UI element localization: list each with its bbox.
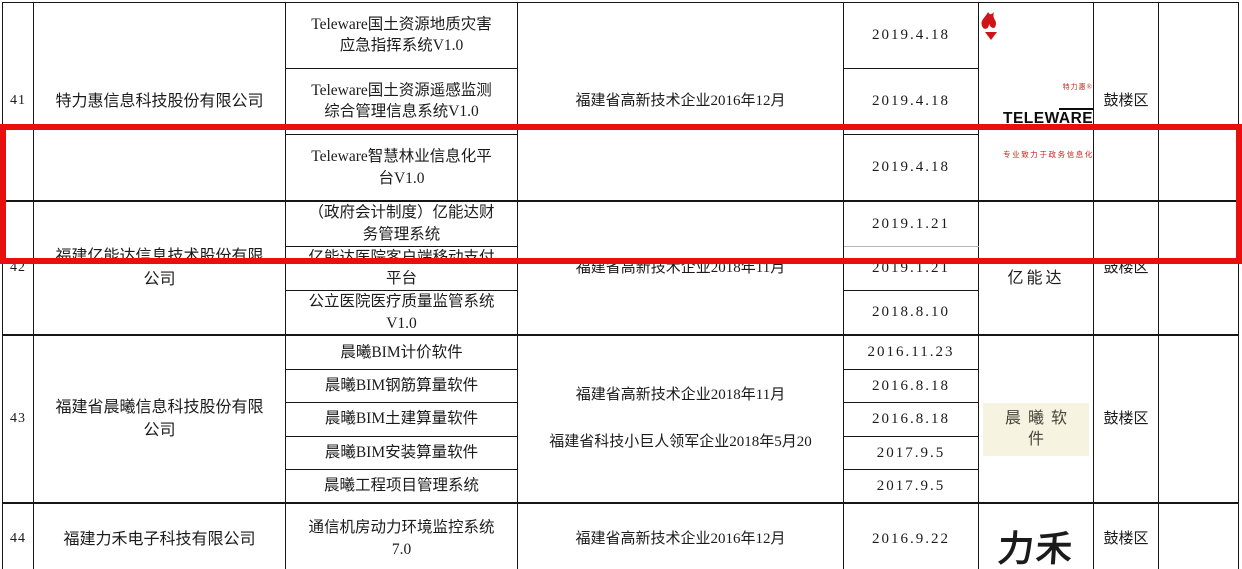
product-cell: 晨曦BIM计价软件 bbox=[285, 334, 518, 370]
date-cell: 2016.9.22 bbox=[843, 502, 979, 569]
product-cell: 通信机房动力环境监控系统 7.0 bbox=[285, 502, 518, 569]
chenxi-logo-badge: 晨曦软件 bbox=[983, 402, 1089, 456]
table-row: 44 福建力禾电子科技有限公司 通信机房动力环境监控系统 7.0 福建省高新技术… bbox=[2, 502, 1239, 569]
date-cell: 2019.4.18 bbox=[843, 2, 979, 69]
empty-cell bbox=[1158, 334, 1239, 504]
row-number-cell: 42 bbox=[2, 200, 34, 336]
product-cell: （政府会计制度）亿能达财 务管理系统 bbox=[285, 200, 518, 247]
teleware-wordmark: TELEWARE bbox=[1003, 108, 1094, 128]
table-subrow: 亿能达医院客户端移动支付 平台 2019.1.21 bbox=[3, 245, 1239, 291]
company-cell: 福建力禾电子科技有限公司 bbox=[33, 502, 286, 569]
empty-cell bbox=[1158, 200, 1239, 336]
certification-cell: 福建省高新技术企业2016年12月 bbox=[517, 502, 844, 569]
empty-cell bbox=[1158, 502, 1239, 569]
district-cell: 鼓楼区 bbox=[1093, 502, 1159, 569]
table-subrow: 晨曦BIM土建算量软件 2016.8.18 bbox=[3, 401, 1239, 437]
table-subrow: 晨曦工程项目管理系统 2017.9.5 bbox=[3, 468, 1239, 504]
date-cell: 2016.8.18 bbox=[843, 368, 979, 403]
row-number-cell: 43 bbox=[2, 334, 34, 504]
company-cell: 福建省晨曦信息科技股份有限 公司 bbox=[33, 334, 286, 504]
date-cell: 2017.9.5 bbox=[843, 468, 979, 504]
product-cell: 晨曦BIM钢筋算量软件 bbox=[285, 368, 518, 403]
certification-cell: 福建省高新技术企业2016年12月 bbox=[517, 2, 844, 202]
certification-line: 福建省高新技术企业2018年11月 bbox=[575, 387, 786, 404]
teleware-logo: 特力惠® TELEWARE 专业致力于政务信息化服务 bbox=[981, 12, 1094, 200]
row-number-cell: 44 bbox=[2, 502, 34, 569]
date-cell: 2018.8.10 bbox=[843, 289, 979, 336]
district-cell: 鼓楼区 bbox=[1093, 200, 1159, 336]
date-cell: 2017.9.5 bbox=[843, 435, 979, 470]
product-cell: 公立医院医疗质量监管系统 V1.0 bbox=[285, 289, 518, 336]
date-cell: 2016.11.23 bbox=[843, 334, 979, 370]
flame-icon bbox=[981, 12, 997, 41]
company-cell: 特力惠信息科技股份有限公司 bbox=[33, 2, 286, 202]
table-subrow: Teleware国土资源遥感监测 综合管理信息系统V1.0 2019.4.18 bbox=[3, 67, 1239, 135]
empty-cell bbox=[1158, 2, 1239, 202]
certification-line: 福建省高新技术企业2018年11月 bbox=[575, 259, 786, 276]
date-cell: 2019.4.18 bbox=[843, 67, 979, 135]
certification-line: 福建省高新技术企业2016年12月 bbox=[575, 92, 786, 109]
certification-cell: 福建省高新技术企业2018年11月 福建省科技小巨人领军企业2018年5月20 bbox=[517, 334, 844, 504]
table-subrow: Teleware智慧林业信息化平 台V1.0 2019.4.18 bbox=[3, 133, 1239, 202]
product-cell: 晨曦BIM安装算量软件 bbox=[285, 435, 518, 470]
product-cell: Teleware智慧林业信息化平 台V1.0 bbox=[285, 133, 518, 202]
yinengda-logo-text: 亿能达 bbox=[1007, 269, 1065, 287]
company-cell: 福建亿能达信息技术股份有限 公司 bbox=[33, 200, 286, 336]
date-cell: 2019.1.21 bbox=[843, 200, 979, 247]
certification-cell: 福建省高新技术企业2018年11月 bbox=[517, 200, 844, 336]
product-cell: Teleware国土资源地质灾害 应急指挥系统V1.0 bbox=[285, 2, 518, 69]
table-row-highlighted: 42 福建亿能达信息技术股份有限 公司 （政府会计制度）亿能达财 务管理系统 福… bbox=[2, 200, 1239, 336]
table-row: 43 福建省晨曦信息科技股份有限 公司 晨曦BIM计价软件 福建省高新技术企业2… bbox=[2, 334, 1239, 504]
product-cell: 晨曦BIM土建算量软件 bbox=[285, 401, 518, 437]
district-cell: 鼓楼区 bbox=[1093, 334, 1159, 504]
date-cell: 2019.4.18 bbox=[843, 133, 979, 202]
product-cell: Teleware国土资源遥感监测 综合管理信息系统V1.0 bbox=[285, 67, 518, 135]
certification-line: 福建省高新技术企业2016年12月 bbox=[575, 530, 786, 547]
table-subrow: 晨曦BIM安装算量软件 2017.9.5 bbox=[3, 435, 1239, 470]
product-cell: 亿能达医院客户端移动支付 平台 bbox=[285, 245, 518, 291]
lihe-logo-text: 力禾 bbox=[996, 527, 1076, 569]
logo-cell: 晨曦软件 bbox=[978, 334, 1094, 504]
logo-cell: 亿能达 bbox=[978, 200, 1094, 336]
teleware-tagline: 专业致力于政务信息化服务 bbox=[1003, 149, 1094, 159]
date-cell: 2016.8.18 bbox=[843, 401, 979, 437]
logo-cell: 力禾 bbox=[978, 502, 1094, 569]
district-cell: 鼓楼区 bbox=[1093, 2, 1159, 202]
row-number-cell: 41 bbox=[2, 2, 34, 202]
product-cell: 晨曦工程项目管理系统 bbox=[285, 468, 518, 504]
table-subrow: 晨曦BIM钢筋算量软件 2016.8.18 bbox=[3, 368, 1239, 403]
table-subrow: 公立医院医疗质量监管系统 V1.0 2018.8.10 bbox=[3, 289, 1239, 336]
logo-cell: 特力惠® TELEWARE 专业致力于政务信息化服务 bbox=[978, 2, 1094, 202]
certification-line: 福建省科技小巨人领军企业2018年5月20 bbox=[549, 433, 812, 450]
table-row: 41 特力惠信息科技股份有限公司 Teleware国土资源地质灾害 应急指挥系统… bbox=[2, 2, 1239, 202]
teleware-cn-name: 特力惠® bbox=[1062, 83, 1093, 91]
date-cell: 2019.1.21 bbox=[843, 245, 979, 291]
